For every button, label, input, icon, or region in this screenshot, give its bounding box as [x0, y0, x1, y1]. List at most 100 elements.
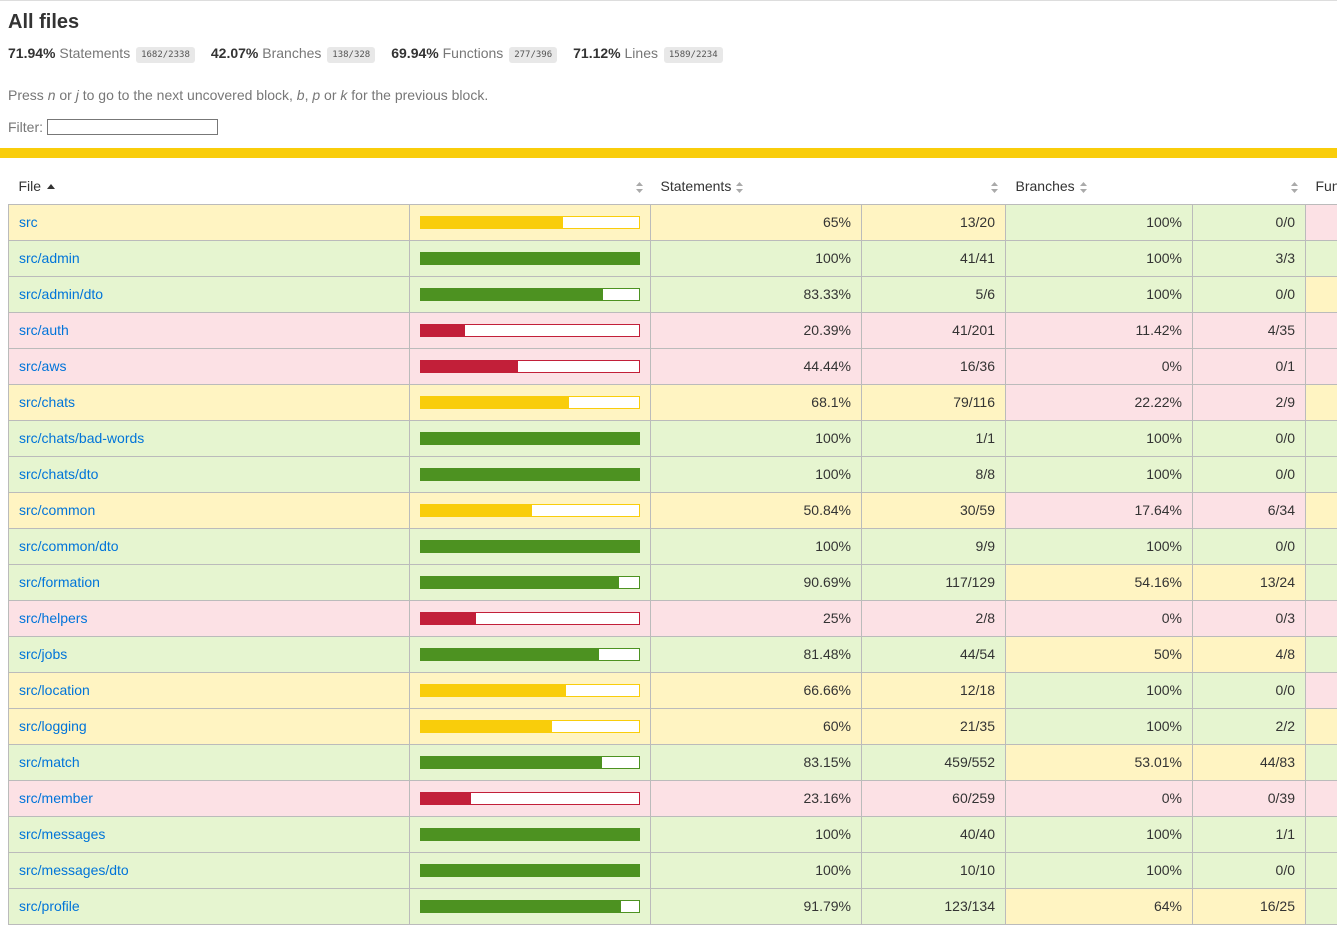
- file-link[interactable]: src/formation: [19, 574, 100, 590]
- statements-count: 117/129: [861, 563, 1006, 601]
- file-cell: src/aws: [8, 347, 410, 385]
- functions-pct: [1305, 455, 1337, 493]
- file-link[interactable]: src/messages/dto: [19, 862, 129, 878]
- file-cell: src/chats/dto: [8, 455, 410, 493]
- statements-pct: 23.16%: [650, 779, 862, 817]
- table-row: src/aws 44.44% 16/36 0% 0/1: [8, 347, 1337, 385]
- functions-pct: [1305, 743, 1337, 781]
- file-link[interactable]: src/match: [19, 754, 80, 770]
- statements-pct: 44.44%: [650, 347, 862, 385]
- file-link[interactable]: src/chats: [19, 394, 76, 410]
- file-cell: src/messages/dto: [8, 851, 410, 889]
- table-wrap: File Statements Branches Functions src 65%13…: [0, 168, 1337, 925]
- file-cell: src: [8, 203, 410, 241]
- branches-count: 0/3: [1192, 599, 1306, 637]
- bar-cell: [409, 743, 651, 781]
- column-header[interactable]: Branches: [1006, 168, 1193, 204]
- help-key: n: [47, 87, 56, 103]
- functions-pct: [1305, 239, 1337, 277]
- statements-pct: 66.66%: [650, 671, 862, 709]
- branches-count: 0/39: [1192, 779, 1306, 817]
- sort-arrow: [47, 183, 56, 189]
- file-link[interactable]: src: [19, 214, 38, 230]
- file-link[interactable]: src/chats/dto: [19, 466, 99, 482]
- branches-pct: 100%: [1005, 455, 1193, 493]
- branches-pct: 17.64%: [1005, 491, 1193, 529]
- statements-pct: 50.84%: [650, 491, 862, 529]
- file-link[interactable]: src/messages: [19, 826, 106, 842]
- file-cell: src/formation: [8, 563, 410, 601]
- sort-icon[interactable]: [635, 181, 643, 193]
- statements-count: 5/6: [861, 275, 1006, 313]
- file-link[interactable]: src/logging: [19, 718, 87, 734]
- functions-pct: [1305, 563, 1337, 601]
- bar-cell: [409, 635, 651, 673]
- column-header[interactable]: [410, 168, 651, 204]
- table-row: src/match 83.15% 459/552 53.01% 44/83: [8, 743, 1337, 781]
- functions-pct: [1305, 671, 1337, 709]
- summary-item: 69.94% Functions 277/396: [391, 42, 558, 66]
- column-header[interactable]: Functions: [1306, 168, 1337, 204]
- help-key: j: [75, 87, 79, 103]
- sort-icon[interactable]: [990, 181, 998, 193]
- coverage-bar: [420, 719, 640, 733]
- sort-icon[interactable]: [1290, 181, 1298, 193]
- statements-pct: 100%: [650, 851, 862, 889]
- statements-pct: 65%: [650, 203, 862, 241]
- file-link[interactable]: src/admin: [19, 250, 80, 266]
- statements-count: 13/20: [861, 203, 1006, 241]
- coverage-fill: [421, 792, 472, 804]
- help-text-part: ,: [304, 87, 313, 103]
- statements-count: 40/40: [861, 815, 1006, 853]
- help-key: k: [340, 87, 348, 103]
- coverage-bar: [420, 611, 640, 625]
- branches-count: 3/3: [1192, 239, 1306, 277]
- filter-input[interactable]: [47, 119, 218, 135]
- bar-cell: [409, 707, 651, 745]
- file-link[interactable]: src/location: [19, 682, 90, 698]
- statements-pct: 100%: [650, 815, 862, 853]
- statements-pct: 100%: [650, 455, 862, 493]
- table-row: src/profile 91.79% 123/134 64% 16/25: [8, 887, 1337, 925]
- statements-count: 41/201: [861, 311, 1006, 349]
- file-cell: src/logging: [8, 707, 410, 745]
- coverage-fill: [421, 900, 622, 912]
- coverage-bar: [420, 287, 640, 301]
- file-link[interactable]: src/auth: [19, 322, 69, 338]
- file-cell: src/admin: [8, 239, 410, 277]
- header-row: File Statements Branches Functions: [9, 168, 1337, 204]
- branches-pct: 54.16%: [1005, 563, 1193, 601]
- table-row: src/member 23.16% 60/259 0% 0/39: [8, 779, 1337, 817]
- summary-label: Functions: [442, 45, 504, 61]
- statements-pct: 20.39%: [650, 311, 862, 349]
- help-text-part: or: [55, 87, 76, 103]
- file-link[interactable]: src/chats/bad-words: [19, 430, 145, 446]
- coverage-fill: [421, 360, 518, 372]
- column-header[interactable]: Statements: [651, 168, 862, 204]
- summary-item: 71.94% Statements 1682/2338: [8, 42, 195, 66]
- file-link[interactable]: src/admin/dto: [19, 286, 104, 302]
- summary-fraction: 138/328: [327, 47, 376, 63]
- file-link[interactable]: src/jobs: [19, 646, 68, 662]
- summary-label: Branches: [262, 45, 322, 61]
- file-link[interactable]: src/common: [19, 502, 96, 518]
- file-link[interactable]: src/helpers: [19, 610, 88, 626]
- column-header[interactable]: [1193, 168, 1306, 204]
- column-header[interactable]: [862, 168, 1006, 204]
- branches-count: 1/1: [1192, 815, 1306, 853]
- branches-count: 0/0: [1192, 527, 1306, 565]
- sort-icon[interactable]: [736, 181, 744, 193]
- file-link[interactable]: src/common/dto: [19, 538, 119, 554]
- file-link[interactable]: src/member: [19, 790, 93, 806]
- file-cell: src/profile: [8, 887, 410, 925]
- coverage-bar: [420, 323, 640, 337]
- file-link[interactable]: src/profile: [19, 898, 80, 914]
- summary-item: 42.07% Branches 138/328: [211, 42, 376, 66]
- statements-pct: 100%: [650, 239, 862, 277]
- branches-pct: 53.01%: [1005, 743, 1193, 781]
- filter-label: Filter:: [8, 119, 43, 135]
- file-link[interactable]: src/aws: [19, 358, 67, 374]
- column-header[interactable]: File: [9, 168, 410, 204]
- table-row: src/logging 60% 21/35 100% 2/2: [8, 707, 1337, 745]
- sort-icon[interactable]: [1079, 181, 1087, 193]
